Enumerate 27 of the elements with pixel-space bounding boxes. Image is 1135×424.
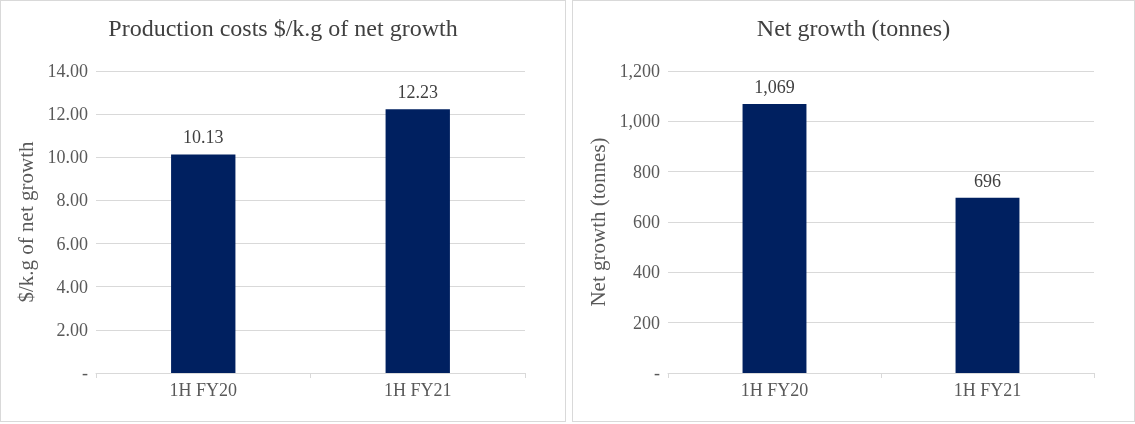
y-axis-title: Net growth (tonnes) [585, 137, 610, 307]
y-tick-label: 6.00 [56, 233, 88, 254]
y-tick-label: 8.00 [56, 190, 88, 211]
y-tick-label: 10.00 [47, 147, 88, 168]
data-label: 12.23 [397, 82, 438, 103]
y-tick-label: 1,200 [619, 61, 660, 81]
y-tick-label: 600 [633, 212, 660, 232]
chart-title: Production costs $/k.g of net growth [108, 15, 458, 41]
y-tick-label: 200 [633, 312, 660, 333]
y-tick-label: - [82, 363, 88, 383]
x-tick-label: 1H FY21 [383, 380, 452, 400]
y-axis-title: $/k.g of net growth [13, 141, 38, 303]
y-tick-label: 1,000 [619, 111, 660, 132]
chart-title: Net growth (tonnes) [756, 15, 951, 41]
x-tick-label: 1H FY20 [169, 380, 238, 400]
x-tick-label: 1H FY21 [953, 380, 1022, 400]
y-tick-label: - [654, 363, 660, 383]
y-tick-label: 4.00 [56, 276, 88, 297]
data-label: 696 [974, 170, 1001, 191]
data-label: 1,069 [754, 76, 795, 97]
x-tick-label: 1H FY20 [740, 380, 809, 400]
y-tick-label: 400 [633, 262, 660, 283]
y-tick-label: 14.00 [47, 61, 88, 81]
y-tick-label: 12.00 [47, 104, 88, 125]
y-tick-label: 800 [633, 161, 660, 182]
y-tick-label: 2.00 [56, 319, 88, 340]
data-label: 10.13 [183, 127, 224, 148]
